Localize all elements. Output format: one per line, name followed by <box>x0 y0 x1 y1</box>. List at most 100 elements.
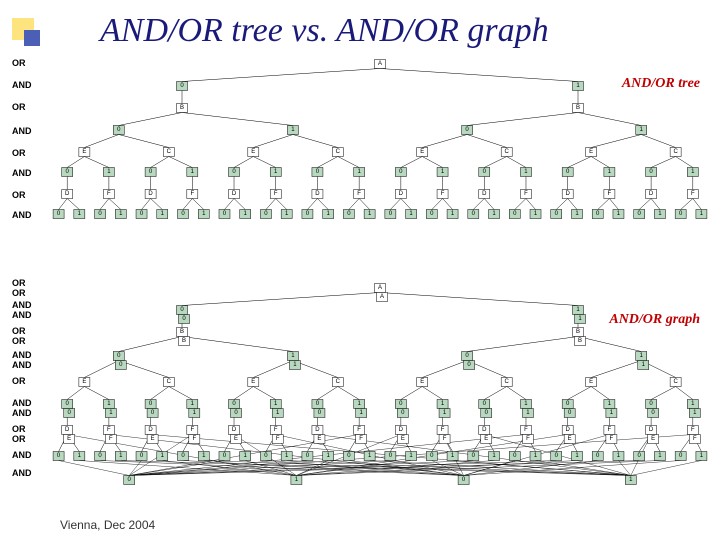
svg-text:1: 1 <box>274 169 278 175</box>
svg-text:1: 1 <box>191 169 195 175</box>
level-label-or: OR <box>12 376 26 386</box>
svg-text:F: F <box>524 427 528 433</box>
svg-text:0: 0 <box>399 401 403 407</box>
level-label-or: OR <box>12 424 26 434</box>
svg-text:1: 1 <box>576 83 580 89</box>
svg-text:D: D <box>649 427 654 433</box>
svg-text:0: 0 <box>472 211 476 217</box>
svg-text:1: 1 <box>451 211 455 217</box>
svg-text:D: D <box>399 191 404 197</box>
svg-text:1: 1 <box>700 453 704 459</box>
svg-text:1: 1 <box>534 211 538 217</box>
svg-text:0: 0 <box>483 169 487 175</box>
svg-text:1: 1 <box>202 453 206 459</box>
level-label-and: AND <box>12 80 32 90</box>
svg-text:E: E <box>151 436 155 442</box>
svg-text:1: 1 <box>244 453 248 459</box>
svg-text:E: E <box>420 149 424 155</box>
svg-text:1: 1 <box>285 453 289 459</box>
svg-text:0: 0 <box>430 211 434 217</box>
svg-text:F: F <box>359 436 363 442</box>
svg-text:F: F <box>190 427 194 433</box>
svg-text:D: D <box>566 191 571 197</box>
svg-text:1: 1 <box>107 169 111 175</box>
svg-text:D: D <box>232 191 237 197</box>
svg-text:C: C <box>336 379 341 385</box>
svg-text:F: F <box>441 191 445 197</box>
svg-text:1: 1 <box>629 477 633 483</box>
svg-text:0: 0 <box>117 353 121 359</box>
svg-text:A: A <box>380 294 384 300</box>
svg-text:1: 1 <box>109 410 113 416</box>
svg-text:0: 0 <box>638 211 642 217</box>
svg-text:1: 1 <box>409 453 413 459</box>
level-label-and: AND <box>12 398 32 408</box>
level-label-or: OR <box>12 190 26 200</box>
svg-text:1: 1 <box>291 353 295 359</box>
svg-text:1: 1 <box>119 453 123 459</box>
svg-text:F: F <box>524 191 528 197</box>
svg-text:F: F <box>610 436 614 442</box>
svg-text:0: 0 <box>98 453 102 459</box>
svg-text:F: F <box>107 191 111 197</box>
svg-text:1: 1 <box>368 453 372 459</box>
svg-text:0: 0 <box>347 453 351 459</box>
svg-text:0: 0 <box>485 410 489 416</box>
svg-text:1: 1 <box>326 211 330 217</box>
svg-text:0: 0 <box>316 401 320 407</box>
svg-text:F: F <box>109 436 113 442</box>
svg-text:1: 1 <box>107 401 111 407</box>
svg-text:1: 1 <box>285 211 289 217</box>
svg-text:0: 0 <box>465 127 469 133</box>
level-label-or: OR <box>12 336 26 346</box>
svg-text:0: 0 <box>462 477 466 483</box>
svg-text:F: F <box>357 427 361 433</box>
svg-text:C: C <box>505 379 510 385</box>
svg-text:B: B <box>578 338 582 344</box>
level-label-and: AND <box>12 168 32 178</box>
svg-text:B: B <box>180 105 184 111</box>
level-label-or: OR <box>12 278 26 288</box>
level-label-and: AND <box>12 126 32 136</box>
svg-text:D: D <box>482 191 487 197</box>
svg-text:0: 0 <box>651 410 655 416</box>
svg-text:E: E <box>568 436 572 442</box>
svg-text:0: 0 <box>566 401 570 407</box>
tree-annotation: AND/OR tree <box>622 76 700 92</box>
svg-text:D: D <box>232 427 237 433</box>
svg-text:B: B <box>182 338 186 344</box>
svg-text:0: 0 <box>465 353 469 359</box>
svg-text:1: 1 <box>441 169 445 175</box>
level-label-and: AND <box>12 350 32 360</box>
svg-text:1: 1 <box>640 353 644 359</box>
svg-text:D: D <box>65 191 70 197</box>
svg-text:0: 0 <box>472 453 476 459</box>
svg-text:0: 0 <box>180 83 184 89</box>
svg-text:E: E <box>82 149 86 155</box>
logo-square-blue <box>24 30 40 46</box>
svg-text:1: 1 <box>274 401 278 407</box>
svg-text:E: E <box>589 149 593 155</box>
svg-text:1: 1 <box>693 410 697 416</box>
and-or-tree-diagram: A01BB0101ECECECEC0101010101010101DFDFDFD… <box>50 56 710 226</box>
svg-text:0: 0 <box>318 410 322 416</box>
svg-text:1: 1 <box>524 169 528 175</box>
level-label-or: OR <box>12 58 26 68</box>
svg-text:0: 0 <box>389 453 393 459</box>
svg-text:D: D <box>148 191 153 197</box>
svg-text:1: 1 <box>409 211 413 217</box>
svg-text:1: 1 <box>202 211 206 217</box>
svg-text:1: 1 <box>617 453 621 459</box>
svg-text:1: 1 <box>608 401 612 407</box>
svg-text:E: E <box>484 436 488 442</box>
svg-text:C: C <box>167 149 172 155</box>
svg-text:1: 1 <box>443 410 447 416</box>
svg-text:1: 1 <box>244 211 248 217</box>
svg-text:1: 1 <box>524 401 528 407</box>
level-label-or: OR <box>12 102 26 112</box>
svg-text:0: 0 <box>679 453 683 459</box>
svg-text:D: D <box>566 427 571 433</box>
level-label-and: AND <box>12 408 32 418</box>
svg-text:E: E <box>251 149 255 155</box>
svg-text:1: 1 <box>658 453 662 459</box>
